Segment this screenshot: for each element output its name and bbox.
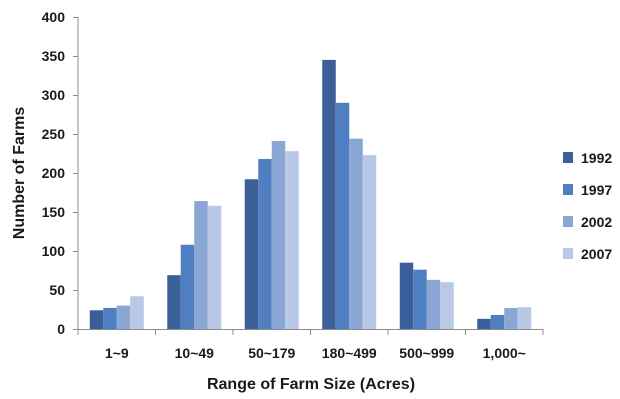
bar-1992-2 [167,275,181,329]
y-tick-label: 150 [42,204,66,220]
bar-1992-1 [89,310,104,329]
bar-1997-1 [103,307,117,329]
legend-label-1992: 1992 [581,150,612,166]
legend-label-1997: 1997 [581,182,612,198]
bar-2002-6 [504,307,518,329]
bar-1992-4 [322,59,336,330]
x-tick-label: 1,000~ [483,345,526,361]
legend-label-2007: 2007 [581,246,612,262]
bar-1997-3 [258,158,272,329]
y-tick-label: 300 [42,87,66,103]
y-tick-label: 250 [42,126,66,142]
legend-swatch-1997 [563,184,573,195]
bar-2007-5 [440,282,454,329]
legend: 1992 1997 2002 2007 [563,150,612,262]
y-axis-title: Number of Farms [11,107,28,240]
y-tick-label: 200 [42,165,66,181]
x-tick-label: 180~499 [322,345,377,361]
legend-label-2002: 2002 [581,214,612,230]
x-tick-label: 50~179 [248,345,295,361]
bar-2007-4 [362,155,377,329]
bar-1997-5 [413,269,427,329]
bar-2007-1 [130,296,144,329]
x-axis-title: Range of Farm Size (Acres) [207,376,415,393]
y-tick-label: 350 [42,48,66,64]
bar-1992-5 [399,262,414,329]
bar-1992-6 [477,318,491,329]
legend-swatch-1992 [563,152,573,163]
bar-2002-2 [194,201,208,329]
bar-1997-2 [180,244,195,329]
x-tick-label: 10~49 [175,345,215,361]
y-tick-label: 400 [42,9,66,25]
x-axis: 1~9 10~49 50~179 180~499 500~999 1,000~ [105,345,526,361]
y-axis: 0 50 100 150 200 250 300 350 400 [42,9,66,337]
axes [73,17,544,335]
y-tick-label: 50 [49,282,65,298]
bar-2007-6 [517,307,532,329]
bar-2007-2 [207,205,222,329]
bar-1997-6 [490,314,505,329]
legend-swatch-2007 [563,248,573,259]
y-tick-label: 0 [57,321,65,337]
bars [89,59,532,330]
bar-2002-1 [116,305,131,329]
bar-1997-4 [335,102,350,329]
legend-swatch-2002 [563,216,573,227]
bar-2007-3 [285,151,299,329]
bar-1992-3 [244,179,259,329]
bar-2002-5 [426,279,441,329]
x-tick-label: 500~999 [399,345,454,361]
bar-2002-4 [349,138,363,329]
bar-2002-3 [271,141,286,329]
x-tick-label: 1~9 [105,345,129,361]
y-tick-label: 100 [42,243,66,259]
